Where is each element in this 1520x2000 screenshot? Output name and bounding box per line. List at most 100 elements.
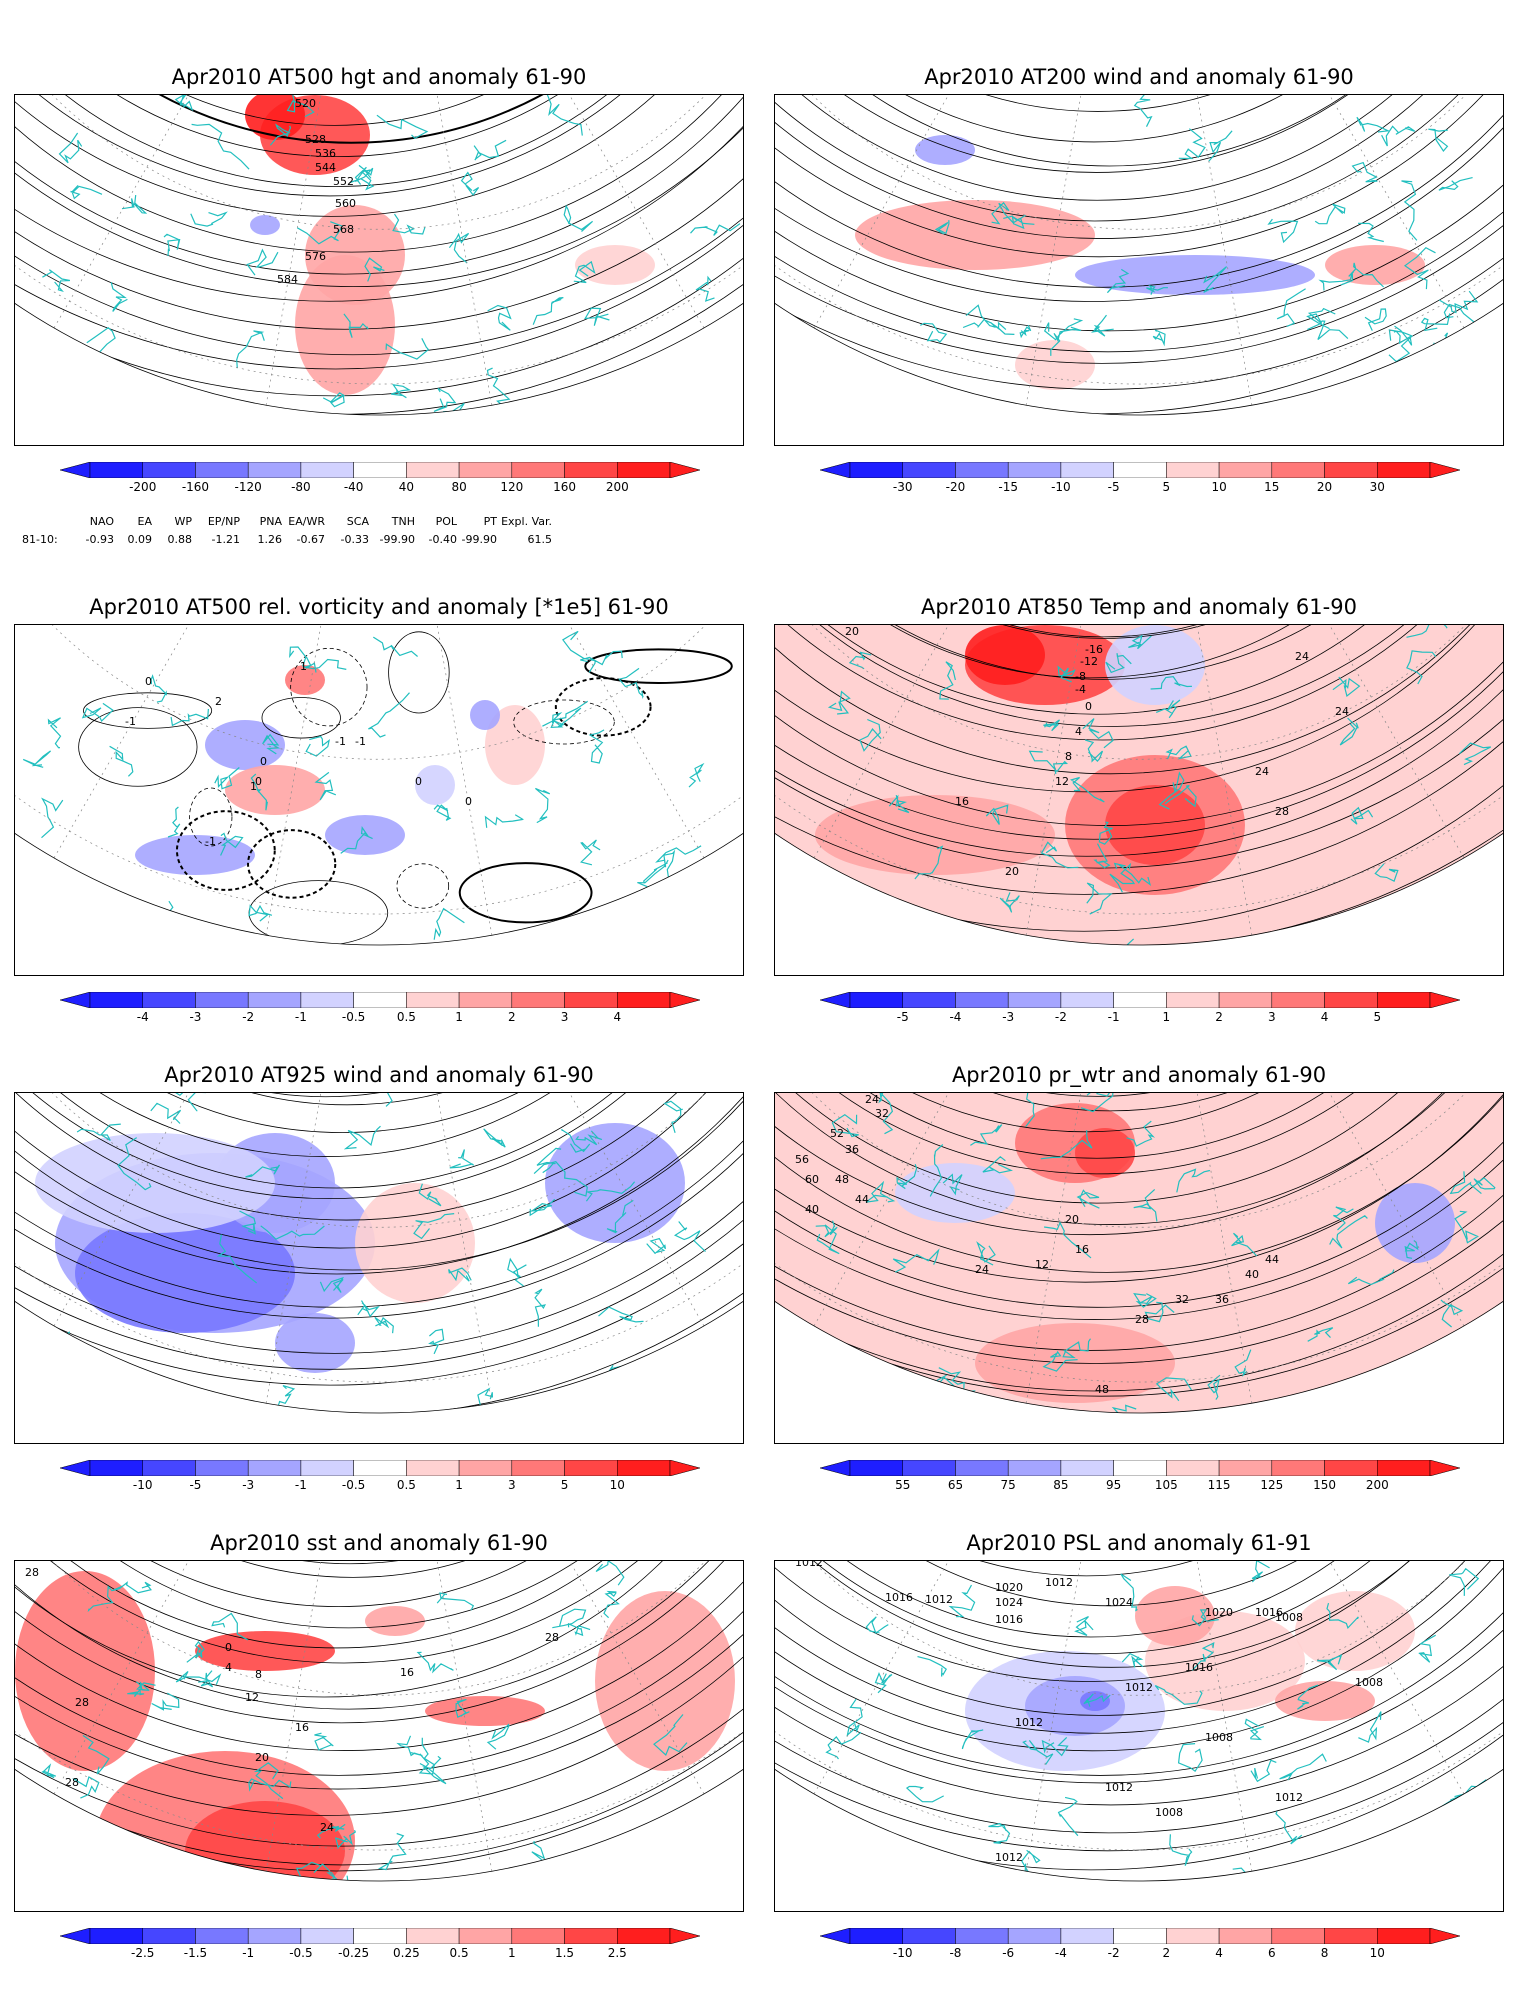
meridian-line bbox=[813, 625, 1140, 859]
contour-line bbox=[775, 1561, 1503, 1806]
contour-label: 1012 bbox=[1105, 1781, 1133, 1794]
contour-label: 1008 bbox=[1205, 1731, 1233, 1744]
anomaly-fill bbox=[285, 665, 325, 695]
map-boundary bbox=[15, 1300, 743, 1414]
map-boundary bbox=[15, 302, 743, 416]
colorbar-swatch bbox=[247, 1460, 302, 1476]
contour-line bbox=[15, 95, 743, 330]
colorbar-swatch bbox=[142, 1928, 196, 1944]
index-value: -99.90 bbox=[461, 533, 497, 546]
contour-label: 28 bbox=[65, 1776, 79, 1789]
colorbar-swatch bbox=[617, 992, 671, 1008]
index-value: 1.26 bbox=[257, 533, 283, 546]
colorbar-swatch bbox=[406, 992, 460, 1008]
colorbar-swatch bbox=[617, 1460, 671, 1476]
colorbar-swatch bbox=[955, 992, 1009, 1008]
anomaly-fill bbox=[595, 1591, 735, 1771]
colorbar-swatch bbox=[300, 462, 354, 478]
colorbar-arrow-left bbox=[820, 992, 851, 1008]
colorbar-tick-label: 2 bbox=[507, 1010, 516, 1024]
contour-label: -4 bbox=[1075, 683, 1086, 696]
colorbar-arrow-right bbox=[669, 462, 700, 478]
meridian-line bbox=[1138, 1093, 1253, 1404]
colorbar-tick-label: 55 bbox=[895, 1478, 911, 1492]
panel-title: Apr2010 AT200 wind and anomaly 61-90 bbox=[924, 65, 1354, 89]
colorbar-tick-label: -1.5 bbox=[183, 1946, 208, 1960]
contour-line bbox=[15, 1093, 743, 1386]
contour-line bbox=[261, 697, 341, 739]
contour-line bbox=[15, 1561, 727, 1607]
contour-line bbox=[15, 95, 743, 288]
anomaly-fill bbox=[855, 200, 1095, 270]
colorbar-swatch bbox=[1218, 1928, 1273, 1944]
contour-line bbox=[775, 1561, 1501, 1638]
colorbar-swatch bbox=[1113, 462, 1167, 478]
colorbar-swatch bbox=[247, 1928, 302, 1944]
colorbar: -200 -160 -120 -80 -40 40 80 120 160 200 bbox=[60, 462, 700, 502]
map-disc bbox=[15, 95, 743, 415]
colorbar-arrow-right bbox=[669, 1460, 700, 1476]
contour-label: 40 bbox=[805, 1203, 819, 1216]
contour-label: 4 bbox=[1075, 725, 1082, 738]
index-header: EA bbox=[137, 515, 152, 528]
meridian-line bbox=[265, 1561, 380, 1872]
anomaly-fill bbox=[15, 1571, 155, 1771]
colorbar-tick-label: -4 bbox=[136, 1010, 149, 1024]
colorbar-tick-label: -20 bbox=[945, 480, 966, 494]
anomaly-fill bbox=[415, 765, 455, 805]
colorbar-swatch bbox=[1060, 1460, 1114, 1476]
contour-label: 28 bbox=[545, 1631, 559, 1644]
contour-label: 528 bbox=[305, 133, 326, 146]
colorbar-tick-label: 0.5 bbox=[396, 1010, 416, 1024]
contour-line bbox=[775, 625, 1503, 827]
contour-label: 0 bbox=[255, 775, 262, 788]
contour-line bbox=[15, 1093, 707, 1105]
contour-label: 536 bbox=[315, 147, 336, 160]
colorbar-swatch bbox=[353, 1928, 407, 1944]
contour-label: 0 bbox=[225, 1641, 232, 1654]
colorbar: -4 -3 -2 -1 -0.5 0.5 1 2 3 4 bbox=[60, 992, 700, 1032]
contour-label: 16 bbox=[295, 1721, 309, 1734]
colorbar-swatch bbox=[300, 992, 354, 1008]
colorbar-tick-label: 3 bbox=[1267, 1010, 1276, 1024]
anomaly-fill bbox=[135, 835, 255, 875]
anomaly-fill bbox=[1225, 1278, 1345, 1328]
colorbar-tick-label: 105 bbox=[1154, 1478, 1178, 1492]
contour-label: -1 bbox=[125, 715, 136, 728]
colorbar-tick-label: -3 bbox=[189, 1010, 202, 1024]
contour-label: 1012 bbox=[925, 1593, 953, 1606]
meridian-line bbox=[813, 1093, 1140, 1327]
contour-line bbox=[775, 625, 1503, 741]
contour-label: -12 bbox=[1080, 655, 1098, 668]
contour-label: 20 bbox=[845, 625, 859, 638]
contour-label: 40 bbox=[1245, 1268, 1259, 1281]
colorbar-tick-label: -160 bbox=[181, 480, 210, 494]
colorbar-swatch bbox=[564, 1928, 618, 1944]
colorbar-swatch bbox=[902, 992, 956, 1008]
colorbar-tick-label: -5 bbox=[189, 1478, 202, 1492]
meridian-line bbox=[378, 95, 705, 329]
colorbar-swatch bbox=[1218, 1460, 1273, 1476]
contour-label: 48 bbox=[835, 1173, 849, 1186]
colorbar-tick-label: 0.5 bbox=[396, 1478, 416, 1492]
contour-line bbox=[15, 1093, 743, 1200]
map-content bbox=[775, 1093, 1503, 1413]
contour-line bbox=[775, 95, 1503, 332]
colorbar-swatch bbox=[1166, 1460, 1220, 1476]
colorbar-tick-label: -1 bbox=[294, 1010, 307, 1024]
colorbar-swatch bbox=[1060, 462, 1114, 478]
anomaly-fill bbox=[425, 1696, 545, 1726]
colorbar-swatch bbox=[511, 462, 565, 478]
contour-line bbox=[775, 1093, 1503, 1320]
anomaly-fill bbox=[1295, 745, 1455, 865]
contour-label: 1012 bbox=[995, 1851, 1023, 1864]
contour-label: 44 bbox=[855, 1193, 869, 1206]
anomaly-fill bbox=[1295, 1591, 1415, 1671]
colorbar-tick-label: -40 bbox=[343, 480, 364, 494]
contour-line bbox=[15, 1093, 743, 1308]
panel-title: Apr2010 sst and anomaly 61-90 bbox=[210, 1531, 548, 1555]
map-content bbox=[775, 625, 1503, 945]
colorbar-tick-label: 85 bbox=[1053, 1478, 1069, 1492]
contour-line bbox=[775, 625, 1503, 895]
contour-label: 1012 bbox=[1125, 1681, 1153, 1694]
